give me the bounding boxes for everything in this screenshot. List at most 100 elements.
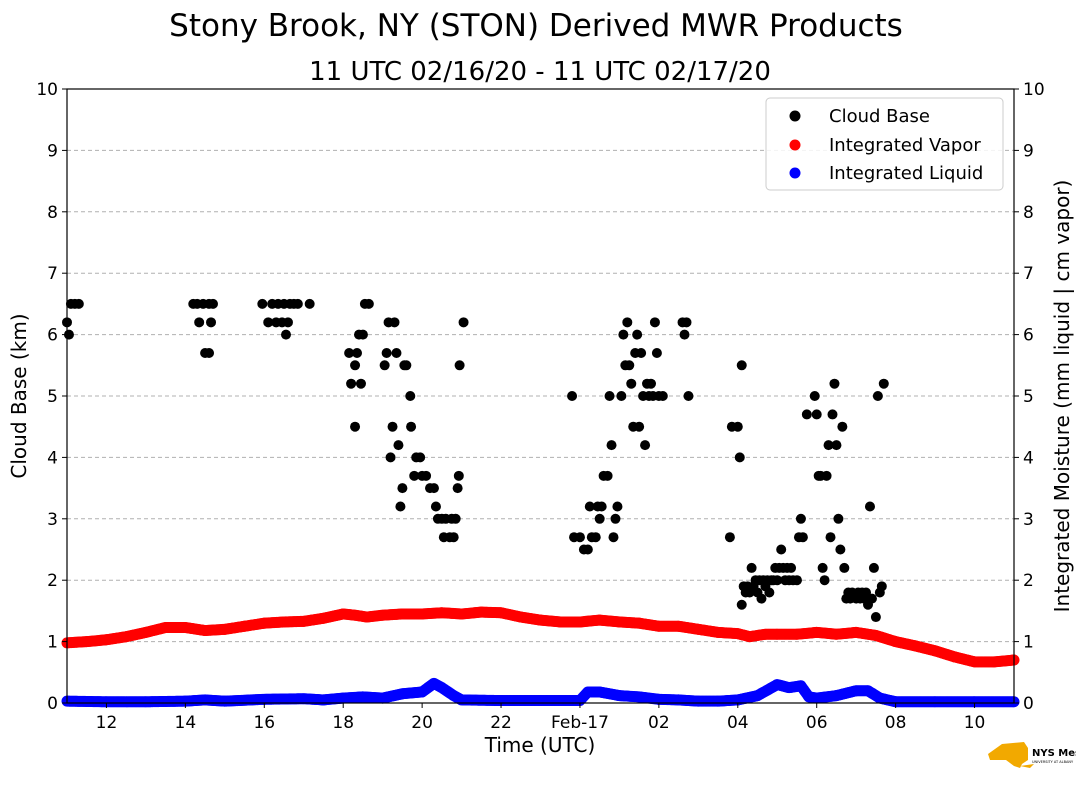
data-point xyxy=(454,360,465,371)
data-point xyxy=(574,532,585,543)
data-point xyxy=(829,378,840,389)
y2-tick-label: 9 xyxy=(1023,141,1034,161)
y2-axis-ticks: 0 1 2 3 4 5 6 7 8 9 10 xyxy=(1014,80,1045,714)
data-point xyxy=(304,298,315,309)
x-tick-label: 08 xyxy=(885,713,907,733)
data-point xyxy=(391,348,402,359)
data-point xyxy=(357,329,368,340)
y-tick-label: 6 xyxy=(47,326,58,346)
y2-tick-label: 1 xyxy=(1023,633,1034,653)
y2-tick-label: 3 xyxy=(1023,510,1034,530)
data-point xyxy=(421,470,432,481)
data-point xyxy=(452,483,463,494)
data-point xyxy=(632,329,643,340)
data-point xyxy=(827,409,838,420)
legend-marker-integrated-liquid xyxy=(789,167,801,179)
data-point xyxy=(649,317,660,328)
data-point xyxy=(640,440,651,451)
data-point xyxy=(833,513,844,524)
data-point xyxy=(458,317,469,328)
data-point xyxy=(282,317,293,328)
y-tick-label: 9 xyxy=(47,141,58,161)
data-point xyxy=(772,575,783,586)
data-point xyxy=(401,360,412,371)
data-point xyxy=(746,562,757,573)
legend-marker-integrated-vapor xyxy=(789,139,801,151)
data-point xyxy=(594,513,605,524)
data-point xyxy=(634,421,645,432)
data-point xyxy=(406,421,417,432)
y2-tick-label: 6 xyxy=(1023,326,1034,346)
data-point xyxy=(596,501,607,512)
data-point xyxy=(584,501,595,512)
data-point xyxy=(683,391,694,401)
data-point xyxy=(355,378,366,389)
data-point xyxy=(567,391,578,401)
data-point xyxy=(346,378,357,389)
y-axis-ticks: 0 1 2 3 4 5 6 7 8 9 10 xyxy=(36,80,67,714)
data-point xyxy=(428,483,439,494)
data-point xyxy=(835,544,846,555)
legend-label-cloud-base: Cloud Base xyxy=(829,106,930,127)
data-point xyxy=(582,544,593,555)
grid-lines xyxy=(67,149,1014,643)
data-point xyxy=(387,421,398,432)
data-point xyxy=(626,378,637,389)
x-tick-label: Feb-17 xyxy=(551,713,609,733)
data-point xyxy=(791,575,802,586)
legend-label-integrated-liquid: Integrated Liquid xyxy=(829,163,983,184)
data-point xyxy=(385,452,396,463)
y2-tick-label: 4 xyxy=(1023,448,1034,468)
data-point xyxy=(622,317,633,328)
data-point xyxy=(292,298,303,309)
data-point xyxy=(819,575,830,586)
data-point xyxy=(352,348,363,359)
long-island-icon xyxy=(1020,764,1034,768)
y2-tick-label: 7 xyxy=(1023,264,1034,284)
data-point xyxy=(194,317,205,328)
data-point xyxy=(724,532,735,543)
legend-box xyxy=(765,97,1004,191)
data-point xyxy=(734,452,745,463)
data-point xyxy=(257,298,268,309)
data-point xyxy=(624,360,635,371)
legend-marker-cloud-base xyxy=(789,110,801,122)
data-point xyxy=(618,329,629,340)
data-point xyxy=(878,378,889,389)
data-point xyxy=(636,348,647,359)
y2-tick-label: 0 xyxy=(1023,694,1034,714)
data-point xyxy=(864,501,875,512)
data-point xyxy=(350,360,361,371)
data-point xyxy=(764,587,775,598)
data-series xyxy=(61,298,1020,708)
data-point xyxy=(395,501,406,512)
data-point xyxy=(732,421,743,432)
data-point xyxy=(616,391,627,401)
data-point xyxy=(608,532,619,543)
y-axis-label: Cloud Base (km) xyxy=(7,313,31,478)
data-point xyxy=(839,562,850,573)
data-point xyxy=(204,348,215,359)
data-point xyxy=(837,421,848,432)
x-tick-label: 20 xyxy=(411,713,433,733)
x-axis-ticks: 12 14 16 18 20 22 Feb-17 02 04 06 08 10 xyxy=(96,703,985,733)
x-tick-label: 18 xyxy=(332,713,354,733)
data-point xyxy=(612,501,623,512)
y2-tick-label: 5 xyxy=(1023,387,1034,407)
data-point xyxy=(651,348,662,359)
x-tick-label: 04 xyxy=(727,713,749,733)
data-point xyxy=(679,329,690,340)
logo-text: NYS Mesonet xyxy=(1032,748,1076,759)
data-point xyxy=(645,378,656,389)
y-tick-label: 4 xyxy=(47,448,58,468)
data-point xyxy=(280,329,291,340)
data-point xyxy=(776,544,787,555)
x-tick-label: 22 xyxy=(490,713,512,733)
data-point xyxy=(797,532,808,543)
x-tick-label: 12 xyxy=(96,713,118,733)
data-point xyxy=(602,470,613,481)
data-point xyxy=(795,513,806,524)
data-point xyxy=(409,470,420,481)
y-tick-label: 8 xyxy=(47,203,58,223)
